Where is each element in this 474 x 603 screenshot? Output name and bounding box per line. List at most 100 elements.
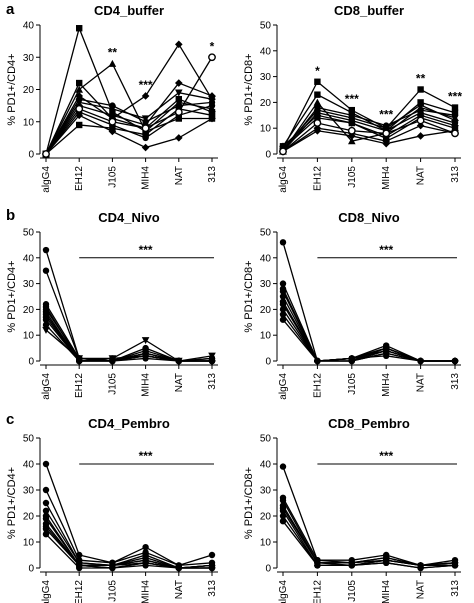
- x-tick-label: NAT: [416, 373, 427, 392]
- data-point: [42, 246, 50, 254]
- data-point: [382, 139, 390, 148]
- data-point: [208, 564, 216, 572]
- y-axis-label: % PD1+/CD8+: [243, 53, 255, 125]
- data-point: [313, 119, 322, 127]
- x-tick-label: J105: [107, 373, 118, 395]
- data-point: [141, 92, 150, 100]
- data-point: [108, 117, 117, 126]
- data-point: [416, 132, 425, 140]
- series-line: [282, 314, 455, 362]
- x-tick-label: J105: [347, 373, 358, 395]
- y-tick-label: 0: [28, 150, 34, 161]
- y-tick-label: 20: [260, 305, 272, 316]
- y-axis-label: % PD1+/CD8+: [243, 467, 255, 539]
- series-line: [282, 520, 456, 569]
- chart-title: CD8_buffer: [334, 3, 404, 18]
- data-point: [279, 301, 287, 308]
- data-point: [383, 559, 390, 566]
- x-tick-label: algG4: [278, 580, 289, 603]
- y-tick-label: 40: [23, 21, 35, 32]
- chart-title: CD4_buffer: [94, 3, 164, 18]
- chart-5: CD4_Pembro % PD1+/CD4+ 0 10 20 30 40 50 algG4 EH1…: [6, 416, 218, 603]
- data-point: [109, 564, 116, 572]
- data-point: [451, 562, 459, 569]
- x-tick-label: algG4: [41, 373, 52, 400]
- data-point: [142, 544, 149, 551]
- data-point: [279, 280, 287, 287]
- significance-label: ***: [379, 108, 393, 122]
- data-point: [42, 515, 50, 522]
- y-tick-label: 20: [23, 85, 35, 96]
- y-tick-label: 40: [260, 460, 272, 471]
- data-point: [175, 95, 182, 103]
- data-point: [313, 126, 322, 135]
- x-tick-label: J105: [347, 166, 358, 188]
- chart-title: CD8_Nivo: [338, 210, 399, 225]
- x-tick-label: 313: [450, 373, 461, 390]
- x-tick-label: EH12: [74, 166, 85, 191]
- data-point: [383, 352, 390, 360]
- data-point: [42, 326, 50, 334]
- data-point: [348, 137, 356, 145]
- chart-title: CD4_Nivo: [98, 210, 159, 225]
- y-tick-label: 50: [260, 228, 272, 239]
- data-point: [279, 293, 287, 300]
- y-tick-label: 30: [260, 486, 272, 497]
- series-line: [45, 324, 212, 362]
- data-point: [279, 306, 287, 313]
- series-line: [45, 533, 212, 569]
- y-tick-label: 20: [23, 305, 35, 316]
- data-point: [175, 564, 182, 572]
- y-axis-label: % PD1+/CD8+: [243, 260, 255, 332]
- data-point: [75, 355, 83, 363]
- data-point: [416, 101, 425, 109]
- data-point: [383, 347, 390, 354]
- data-point: [279, 316, 287, 323]
- data-point: [208, 112, 216, 119]
- data-point: [417, 564, 424, 572]
- chart-6: CD8_Pembro % PD1+/CD8+ 0 10 20 30 40 50 algG4 EH1…: [243, 416, 461, 603]
- y-tick-label: 10: [23, 331, 35, 342]
- y-tick-label: 0: [265, 564, 271, 575]
- series-line: [282, 319, 455, 362]
- significance-label: ***: [139, 78, 153, 92]
- x-tick-label: algG4: [41, 166, 52, 193]
- y-tick-label: 30: [260, 279, 272, 290]
- significance-label: *: [315, 64, 320, 78]
- series-line: [45, 489, 213, 567]
- y-tick-label: 30: [23, 53, 35, 64]
- x-tick-label: EH12: [312, 373, 323, 398]
- chart-4: CD8_Nivo % PD1+/CD8+ 0 10 20 30 40 50 algG4 EH12 J…: [243, 210, 461, 400]
- data-point: [175, 79, 183, 87]
- data-point: [208, 53, 216, 62]
- x-tick-label: J105: [107, 166, 118, 188]
- series-line: [45, 108, 213, 155]
- data-point: [314, 562, 321, 569]
- data-point: [76, 79, 83, 87]
- y-axis-label: % PD1+/CD4+: [6, 53, 18, 125]
- series-line: [282, 117, 456, 150]
- data-point: [42, 525, 50, 533]
- series-line: [45, 114, 213, 155]
- data-point: [208, 352, 216, 360]
- data-point: [451, 112, 459, 119]
- significance-label: **: [108, 46, 118, 60]
- data-point: [382, 129, 391, 138]
- series-line: [45, 82, 213, 155]
- x-tick-label: 313: [207, 373, 218, 390]
- x-tick-label: 313: [207, 580, 218, 597]
- chart-title: CD8_Pembro: [328, 416, 410, 431]
- y-tick-label: 10: [260, 124, 272, 135]
- data-point: [451, 104, 459, 111]
- data-point: [75, 111, 83, 120]
- y-tick-label: 20: [260, 98, 272, 109]
- y-tick-label: 50: [23, 228, 35, 239]
- x-tick-label: algG4: [41, 580, 52, 603]
- y-tick-label: 0: [265, 357, 271, 368]
- x-tick-label: NAT: [174, 580, 185, 599]
- data-point: [279, 497, 287, 504]
- data-point: [279, 512, 287, 520]
- x-tick-label: algG4: [278, 166, 289, 193]
- data-point: [108, 127, 117, 136]
- series-line: [282, 114, 456, 147]
